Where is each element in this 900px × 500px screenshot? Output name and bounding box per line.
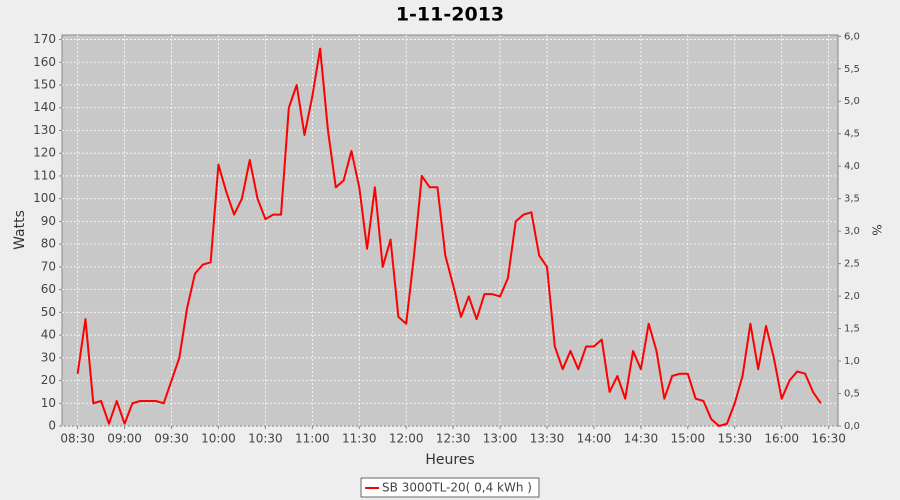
y-tick-label: 60 — [41, 282, 56, 296]
y2-tick-label: 5,5 — [844, 64, 860, 75]
y-tick-label: 20 — [41, 373, 56, 387]
y2-tick-label: 0,5 — [844, 389, 860, 400]
y2-tick-label: 1,5 — [844, 324, 860, 335]
x-tick-label: 16:00 — [764, 432, 799, 446]
x-tick-label: 14:00 — [577, 432, 612, 446]
x-tick-label: 13:30 — [530, 432, 565, 446]
x-tick-label: 08:30 — [60, 432, 95, 446]
x-tick-label: 09:00 — [107, 432, 142, 446]
legend-label: SB 3000TL-20( 0,4 kWh ) — [382, 481, 532, 495]
y-axis-label: Watts — [12, 210, 28, 250]
x-tick-label: 11:00 — [295, 432, 330, 446]
y-tick-label: 120 — [33, 146, 56, 160]
y-tick-label: 160 — [33, 55, 56, 69]
x-tick-label: 13:00 — [483, 432, 518, 446]
y-tick-label: 50 — [41, 305, 56, 319]
x-tick-label: 12:00 — [389, 432, 424, 446]
y2-tick-label: 3,5 — [844, 194, 860, 205]
y2-tick-label: 0,0 — [844, 421, 860, 432]
y-tick-label: 140 — [33, 100, 56, 114]
y-tick-label: 90 — [41, 214, 56, 228]
x-tick-label: 14:30 — [624, 432, 659, 446]
y2-tick-label: 4,0 — [844, 161, 860, 172]
x-tick-label: 10:30 — [248, 432, 283, 446]
data-line — [76, 47, 822, 427]
y-tick-label: 30 — [41, 350, 56, 364]
x-tick-label: 16:30 — [811, 432, 846, 446]
x-axis-label: Heures — [425, 452, 474, 468]
y-tick-label: 100 — [33, 191, 56, 205]
y-tick-label: 110 — [33, 168, 56, 182]
x-tick-label: 11:30 — [342, 432, 377, 446]
x-tick-label: 12:30 — [436, 432, 471, 446]
x-tick-label: 15:30 — [717, 432, 752, 446]
y-tick-label: 170 — [33, 32, 56, 46]
x-tick-label: 10:00 — [201, 432, 236, 446]
y-tick-label: 10 — [41, 396, 56, 410]
y2-tick-label: 6,0 — [844, 31, 860, 42]
x-tick-label: 15:00 — [671, 432, 706, 446]
y-tick-label: 70 — [41, 259, 56, 273]
y2-tick-label: 3,0 — [844, 226, 860, 237]
chart-title: 1-11-2013 — [396, 4, 504, 26]
plot-area — [61, 34, 839, 427]
y2-axis-label: % — [870, 224, 884, 235]
y-tick-label: 40 — [41, 328, 56, 342]
y2-tick-label: 2,5 — [844, 259, 860, 270]
y2-tick-label: 5,0 — [844, 96, 860, 107]
y2-tick-label: 4,5 — [844, 129, 860, 140]
legend-box — [360, 477, 540, 498]
y-tick-label: 150 — [33, 78, 56, 92]
y-tick-label: 0 — [48, 419, 56, 433]
y-tick-label: 80 — [41, 237, 56, 251]
y2-tick-label: 1,0 — [844, 356, 860, 367]
y-tick-label: 130 — [33, 123, 56, 137]
x-tick-label: 09:30 — [154, 432, 189, 446]
y2-tick-label: 2,0 — [844, 291, 860, 302]
